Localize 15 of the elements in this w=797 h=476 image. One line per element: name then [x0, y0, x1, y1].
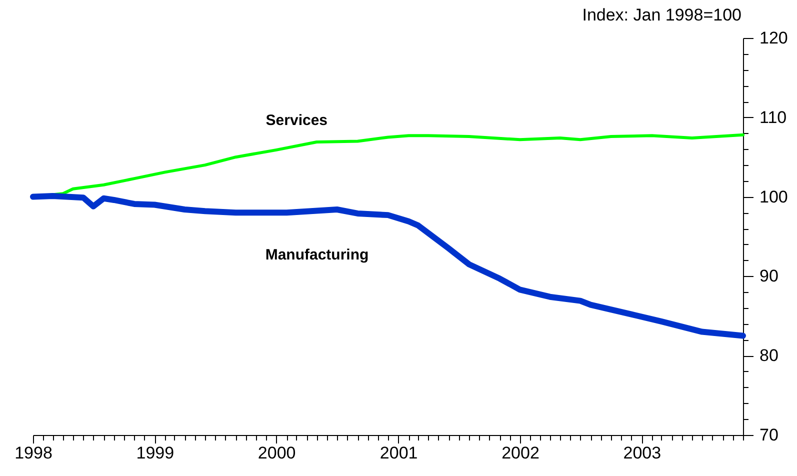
x-tick-label: 2001: [380, 444, 418, 462]
y-tick-label: 90: [760, 266, 778, 286]
y-tick-label: 110: [760, 108, 787, 127]
y-tick-label: 120: [760, 28, 788, 48]
x-tick-label: 1999: [136, 444, 174, 462]
x-tick-label: 2002: [502, 444, 540, 462]
x-tick-label: 2000: [258, 444, 296, 462]
text: Manufacturing: [265, 246, 369, 264]
series-label: Services: [266, 112, 328, 130]
x-tick-label: 2003: [623, 444, 662, 462]
y-axis-title: Index: Jan 1998=100: [582, 6, 742, 24]
x-tick-label: 1998: [14, 444, 52, 462]
y-tick-label: 70: [760, 426, 778, 444]
y-tick-label: 100: [760, 187, 788, 206]
y-tick-label: 80: [760, 346, 778, 366]
